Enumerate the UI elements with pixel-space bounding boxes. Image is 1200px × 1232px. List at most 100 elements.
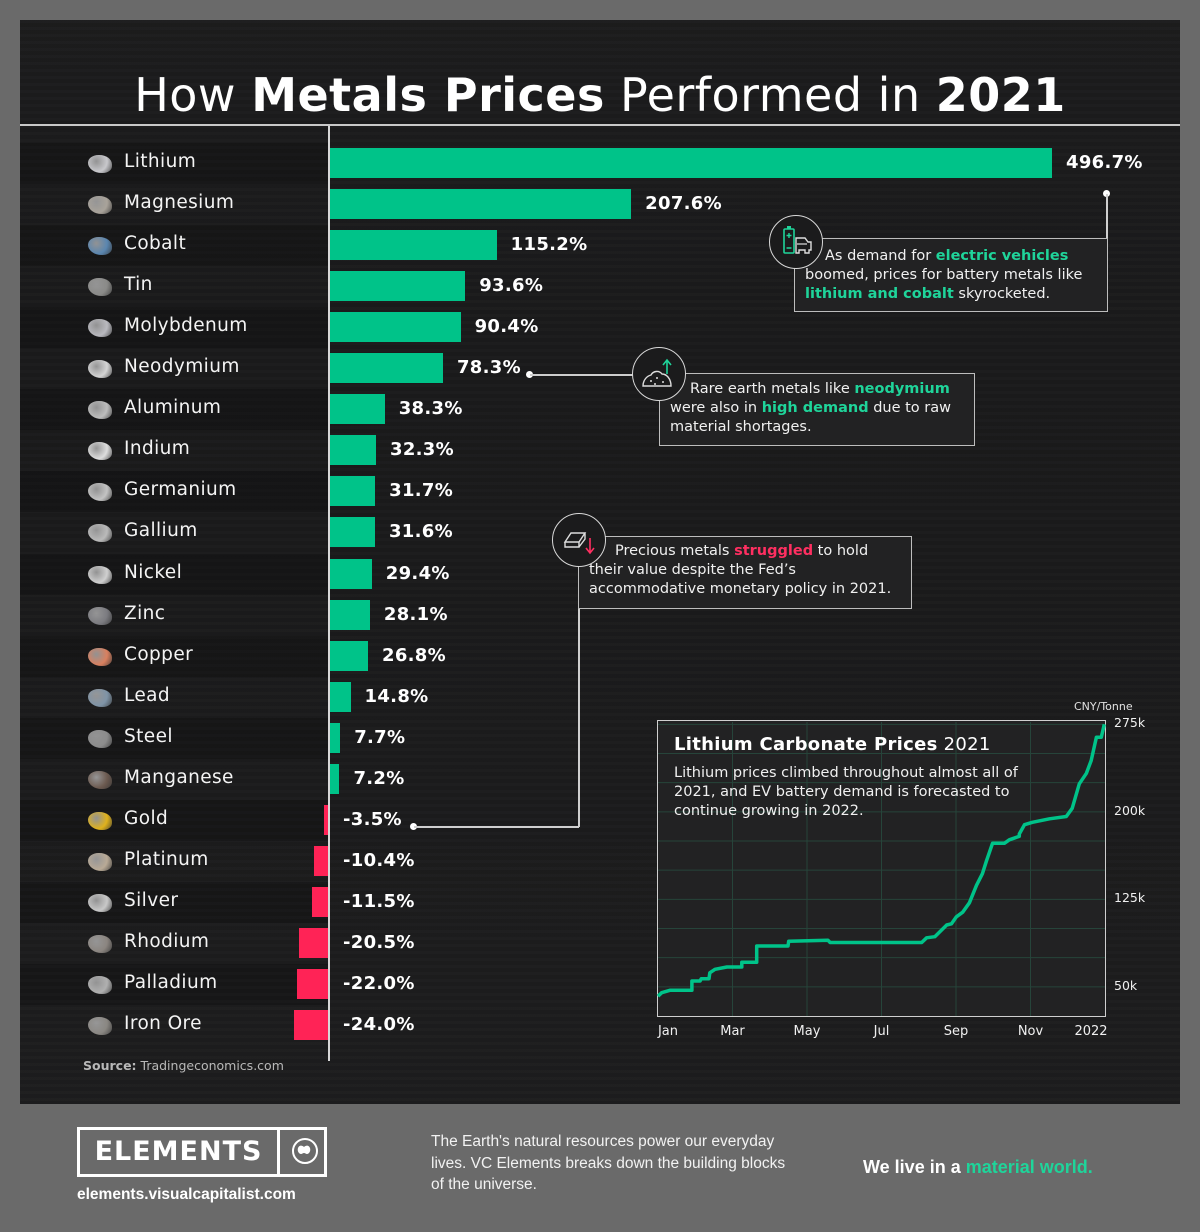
lead-ore-icon [88,688,112,707]
x-tick-label: Sep [943,1024,969,1039]
molybdenum-ore-icon [88,319,112,338]
row-background [20,389,328,431]
metal-label: Gold [124,807,169,829]
y-tick-label: 275k [1114,715,1146,731]
manganese-ore-icon [88,770,112,789]
bar-iron-ore [294,1010,329,1041]
zero-axis-line [328,126,330,1061]
row-background [20,471,328,513]
source-value: Tradingeconomics.com [136,1058,284,1073]
bar-lead [329,681,351,712]
row-background [20,881,328,923]
metal-label: Iron Ore [124,1013,202,1035]
x-tick-label: Jul [873,1024,890,1039]
y-tick-label: 50k [1114,977,1138,993]
steel-ore-icon [88,729,112,748]
lithium-price-line [656,723,1107,998]
bar-indium [329,435,377,466]
tin-ore-icon [88,278,112,297]
callout-connector [578,608,580,827]
bar-lithium [329,148,1052,178]
battery-car-icon [769,215,823,269]
logo-wordmark: ELEMENTS [80,1130,280,1174]
y-tick-label: 125k [1114,890,1146,906]
metal-label: Tin [124,274,153,296]
vc-mask-icon [292,1138,318,1164]
neodymium-ore-icon [88,360,112,379]
bar-neodymium [329,353,443,384]
iron-ore-icon [88,1017,112,1036]
title-part: Performed in [604,68,936,122]
metal-label: Nickel [124,561,183,583]
value-label: 93.6% [479,275,544,297]
x-tick-label: 2022 [1074,1024,1108,1039]
footer-blurb: The Earth's natural resources power our … [431,1133,786,1193]
metal-label: Gallium [124,520,198,542]
value-label: 90.4% [474,316,539,338]
value-label: 38.3% [398,398,463,420]
chart-description: Lithium prices climbed throughout almost… [674,765,1018,819]
row-background [20,799,328,841]
elements-logo[interactable]: ELEMENTS [77,1127,327,1177]
palladium-ore-icon [88,976,112,994]
metal-label: Lithium [124,151,197,172]
title-bold: Metals Prices [251,68,605,122]
value-label: -22.0% [343,973,415,994]
silver-ore-icon [88,893,112,912]
metal-label: Silver [124,889,179,911]
callout-highlight: high demand [761,400,869,416]
indium-ore-icon [88,442,112,461]
zinc-ore-icon [88,606,112,625]
value-label: -24.0% [343,1014,415,1036]
copper-ore-icon [88,647,112,666]
tagline-highlight: material world. [965,1157,1093,1177]
bar-aluminum [329,394,385,425]
callout-highlight: electric vehicles [935,248,1069,264]
germanium-ore-icon [88,483,112,502]
value-label: 7.2% [353,767,405,789]
bar-steel [329,722,341,753]
aluminum-ore-icon [88,401,112,420]
bar-molybdenum [329,312,461,343]
value-label: -10.4% [343,849,415,871]
value-label: 31.7% [389,480,454,502]
value-label: 115.2% [510,234,588,256]
metal-label: Zinc [124,602,166,624]
footer-url-link[interactable]: elements.visualcapitalist.com [77,1186,296,1203]
metal-label: Rhodium [124,930,210,952]
magnesium-ore-icon [88,196,112,215]
value-label: 78.3% [456,357,521,379]
bar-germanium [329,476,376,507]
callout-text: were also in [670,400,762,416]
rhodium-ore-icon [88,934,112,953]
metal-label: Palladium [124,972,218,993]
row-background [20,553,328,595]
lithium-price-chart [656,722,1107,1016]
callout-ev: As demand for electric vehicles boomed, … [794,238,1108,312]
value-label: 7.7% [354,726,406,748]
bar-gallium [329,517,375,548]
chart-title: Lithium Carbonate Prices 2021 [674,734,991,755]
value-label: 29.4% [385,562,450,584]
metal-label: Magnesium [124,192,235,214]
cobalt-ore-icon [88,237,112,256]
nickel-ore-icon [88,565,112,584]
x-tick-label: Nov [1017,1024,1044,1039]
metal-label: Aluminum [124,397,222,419]
title-divider [20,124,1180,126]
row-background [20,143,328,184]
footer-tagline: We live in a material world. [863,1157,1093,1178]
gold-bar-arrow-down-icon [552,513,606,567]
callout-highlight: struggled [734,543,814,559]
value-label: 14.8% [364,685,429,707]
metal-label: Indium [124,438,191,460]
bar-cobalt [329,230,497,261]
callout-rare-earth: Rare earth metals like neodymium were al… [659,373,975,446]
bar-platinum [313,845,329,876]
bar-manganese [329,763,340,794]
value-label: -20.5% [343,931,415,953]
value-label: 28.1% [383,603,448,625]
bar-silver [312,886,329,917]
value-label: 31.6% [388,521,453,543]
bar-magnesium [329,189,632,220]
